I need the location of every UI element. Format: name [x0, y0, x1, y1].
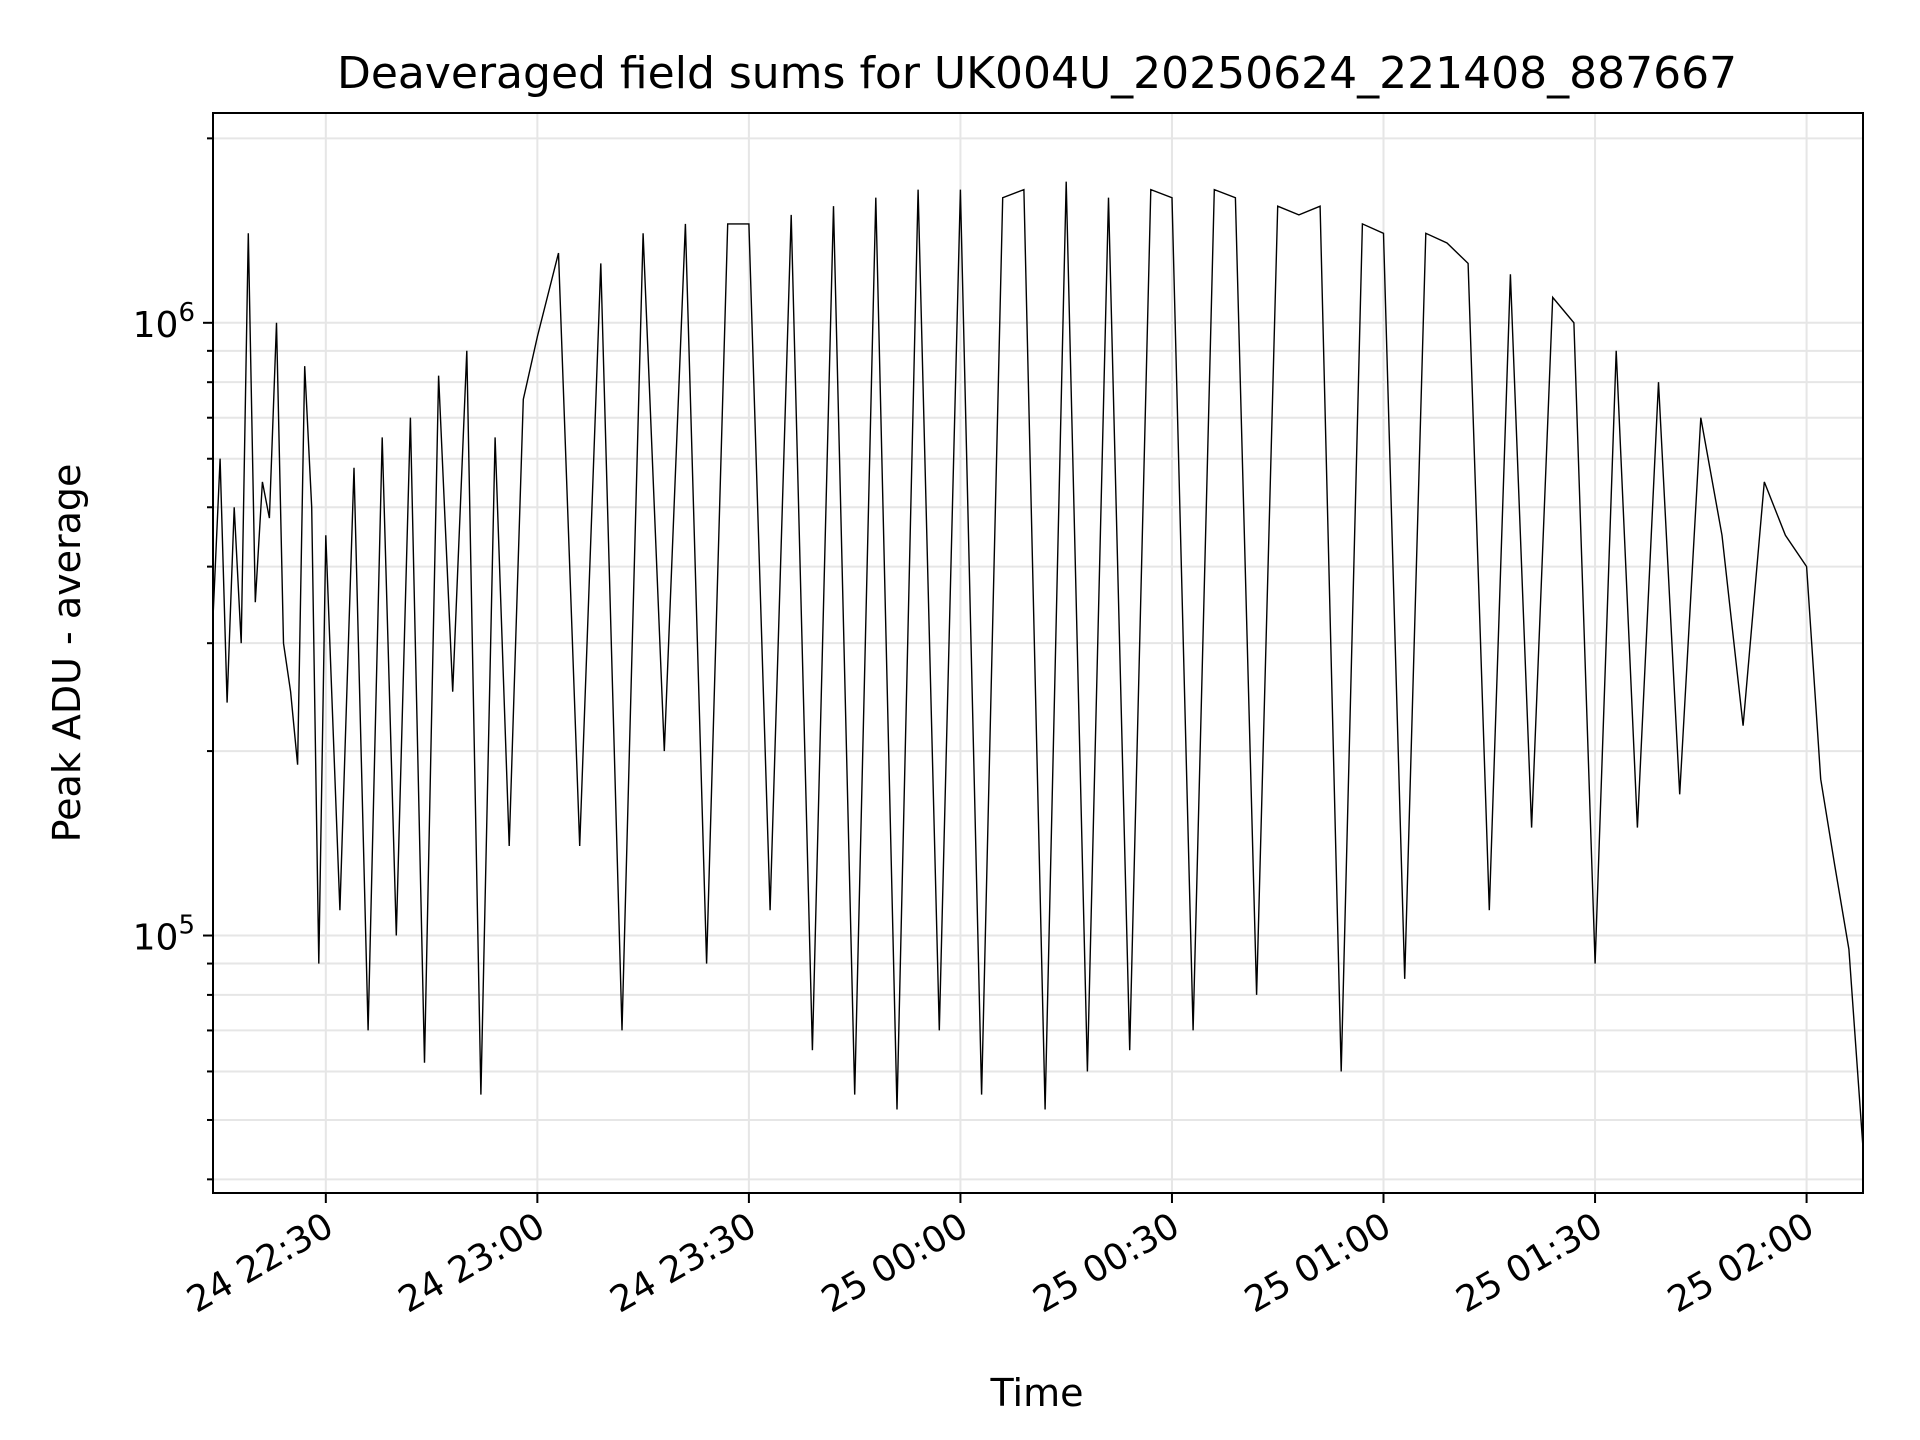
series-line: [212, 181, 1864, 1149]
plot-area-frame: [212, 112, 1864, 1194]
y-axis-label: Peak ADU - average: [45, 464, 89, 843]
chart-title: Deaveraged field sums for UK004U_2025062…: [337, 48, 1737, 99]
data-series: [212, 181, 1864, 1149]
y-axis-ticks: 105 106: [133, 137, 213, 1181]
x-axis-label: Time: [990, 1371, 1084, 1415]
y-tick-label: 106: [133, 298, 195, 346]
y-tick-label: 105: [133, 911, 195, 959]
